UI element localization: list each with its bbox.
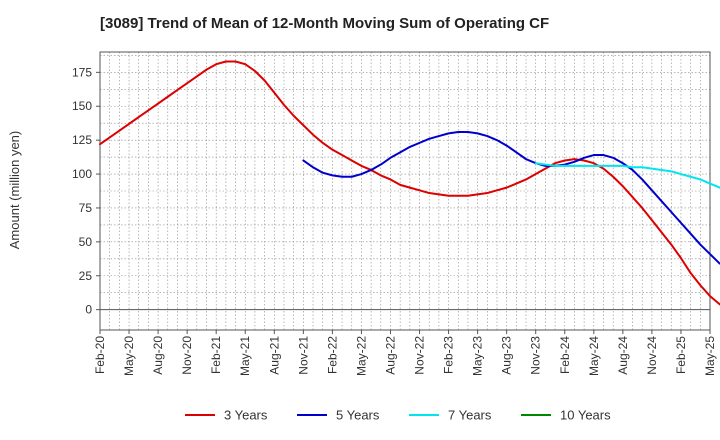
series-line-3-years: [99, 60, 720, 306]
series-line-5-years: [302, 131, 720, 265]
legend-label: 3 Years: [224, 408, 268, 423]
legend-label: 5 Years: [336, 408, 380, 423]
x-tick-label: Feb-25: [674, 336, 688, 374]
plot-area: [99, 51, 711, 331]
x-tick-label: Nov-24: [645, 336, 659, 375]
x-tick-label: May-22: [354, 336, 368, 376]
x-tick-label: Nov-20: [180, 336, 194, 375]
legend-label: 10 Years: [560, 408, 611, 423]
x-tick-label: May-25: [703, 336, 717, 376]
x-tick-label: May-20: [122, 336, 136, 376]
x-tick-label: Feb-21: [209, 336, 223, 374]
chart-title: [3089] Trend of Mean of 12-Month Moving …: [100, 15, 549, 32]
x-tick-label: Nov-21: [296, 336, 310, 375]
y-axis-ticks: 0 25 50 75 100 125 150 175: [72, 65, 100, 317]
y-tick-label: 125: [72, 133, 92, 147]
x-tick-label: May-23: [471, 336, 485, 376]
x-tick-label: Aug-23: [500, 336, 514, 375]
legend-label: 7 Years: [448, 408, 492, 423]
y-tick-label: 25: [79, 269, 93, 283]
legend: 3 Years 5 Years 7 Years 10 Years: [185, 408, 611, 423]
y-tick-label: 100: [72, 167, 92, 181]
x-axis-ticks: Feb-20 May-20 Aug-20 Nov-20 Feb-21 May-21 Aug-…: [93, 330, 717, 376]
x-tick-label: Aug-22: [383, 336, 397, 375]
series-line-7-years: [534, 162, 720, 189]
x-tick-label: Feb-23: [442, 336, 456, 374]
y-tick-label: 175: [72, 65, 92, 79]
x-tick-label: Nov-22: [413, 336, 427, 375]
x-tick-label: Nov-23: [529, 336, 543, 375]
x-tick-label: Aug-20: [151, 336, 165, 375]
series-lines: [99, 60, 720, 306]
y-tick-label: 150: [72, 99, 92, 113]
y-tick-label: 50: [79, 235, 93, 249]
x-tick-label: Aug-21: [267, 336, 281, 375]
x-tick-label: May-21: [238, 336, 252, 376]
x-tick-label: Aug-24: [616, 336, 630, 375]
x-tick-label: Feb-22: [325, 336, 339, 374]
y-axis-label: Amount (million yen): [7, 131, 22, 250]
y-tick-label: 75: [79, 201, 93, 215]
grid-lines: [99, 52, 711, 330]
x-tick-label: May-24: [587, 336, 601, 376]
x-tick-label: Feb-24: [558, 336, 572, 374]
x-tick-label: Feb-20: [93, 336, 107, 374]
y-tick-label: 0: [85, 303, 92, 317]
